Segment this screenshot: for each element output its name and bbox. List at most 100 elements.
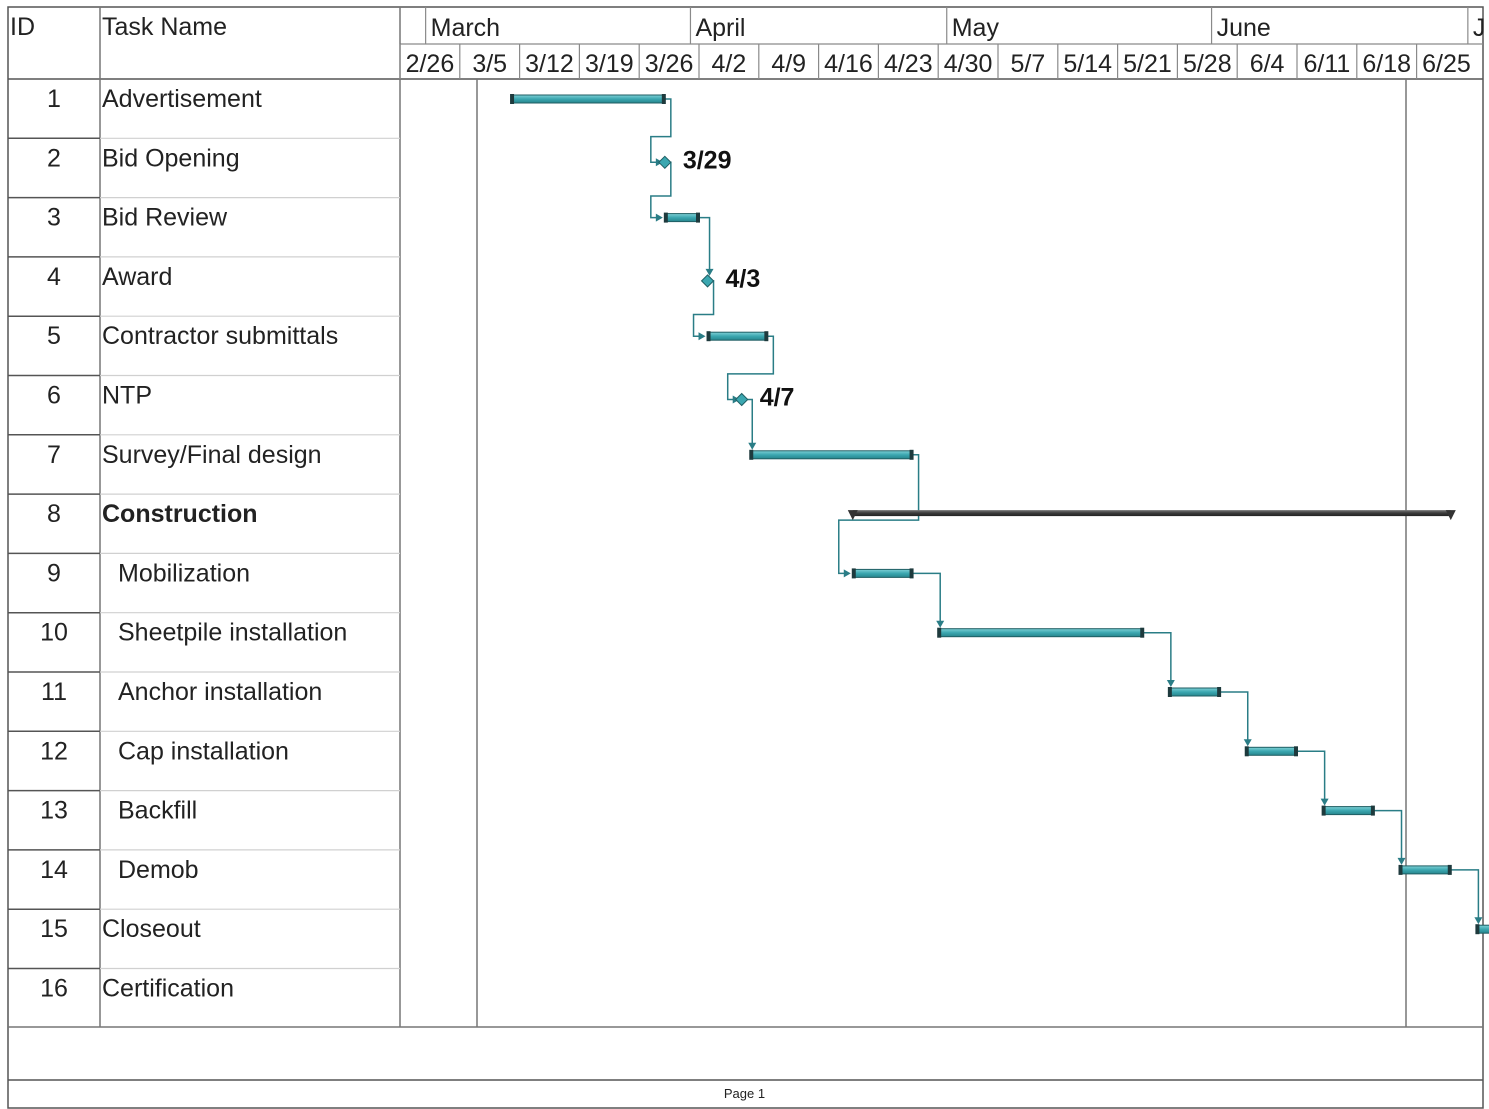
week-label: 6/25 <box>1422 50 1471 78</box>
task-name: Certification <box>102 975 234 1003</box>
link-arrowhead <box>698 332 706 341</box>
link-arrowhead <box>1474 917 1483 925</box>
week-label: 2/26 <box>406 50 455 78</box>
task-table: 1 Advertisement 2 Bid Opening 3 Bid Review 4 Aw… <box>8 85 400 1003</box>
week-label: 3/5 <box>472 50 507 78</box>
summary-start-marker <box>847 510 858 521</box>
task-name: NTP <box>102 382 152 410</box>
week-label: 3/19 <box>585 50 634 78</box>
dependency-link <box>692 280 715 337</box>
bar-start-cap <box>1475 924 1480 935</box>
page-footer: Page 1 <box>723 1086 766 1101</box>
task-bar <box>749 450 914 460</box>
task-id: 3 <box>47 204 61 232</box>
task-id: 4 <box>47 263 61 291</box>
task-name: Closeout <box>102 915 201 943</box>
task-bar <box>707 331 768 341</box>
milestone-label: 4/3 <box>726 265 761 293</box>
task-name-column-header: Task Name <box>102 13 227 41</box>
week-label: 6/18 <box>1362 50 1411 78</box>
dependency-link <box>650 98 672 164</box>
bar-start-cap <box>1321 805 1326 816</box>
task-bar <box>510 94 666 104</box>
month-label: April <box>695 14 745 42</box>
dependency-link <box>838 454 920 575</box>
page-border <box>7 6 1484 1109</box>
dependency-link <box>741 398 754 448</box>
link-arrowhead <box>843 569 851 578</box>
milestone-diamond <box>700 274 715 288</box>
task-id: 15 <box>40 915 68 943</box>
month-label: June <box>1217 14 1271 42</box>
week-label: 4/16 <box>824 50 873 78</box>
task-bar <box>1399 865 1452 875</box>
week-label: 4/23 <box>884 50 933 78</box>
task-bar <box>937 628 1144 638</box>
bar-end-cap <box>661 94 666 104</box>
task-name: Backfill <box>118 797 197 825</box>
task-name: Survey/Final design <box>102 441 322 469</box>
bar-end-cap <box>909 568 914 579</box>
bar-start-cap <box>663 212 668 223</box>
task-bar <box>852 568 914 578</box>
bar-end-cap <box>696 212 700 223</box>
bar-end-cap <box>1217 687 1222 697</box>
dependency-link <box>1373 809 1403 863</box>
bar-start-cap <box>1167 687 1172 697</box>
task-bar <box>1322 806 1375 816</box>
dependency-link <box>699 216 711 274</box>
task-name: Construction <box>102 500 258 528</box>
bar-end-cap <box>909 449 914 460</box>
task-id: 2 <box>47 144 61 172</box>
task-bar <box>1168 687 1221 697</box>
task-name: Sheetpile installation <box>118 619 347 647</box>
week-label: 5/14 <box>1063 50 1112 78</box>
bar-start-cap <box>510 94 515 104</box>
milestone-label: 4/7 <box>760 384 795 412</box>
link-arrowhead <box>705 268 714 276</box>
bar-start-cap <box>937 627 942 638</box>
link-arrowhead <box>655 213 663 222</box>
task-id: 6 <box>47 382 61 410</box>
link-arrowhead <box>1243 739 1252 747</box>
task-id: 11 <box>41 678 67 706</box>
bar-end-cap <box>764 331 769 342</box>
link-arrowhead <box>936 620 945 628</box>
task-id: 5 <box>47 322 61 350</box>
task-id: 8 <box>47 500 61 528</box>
link-arrowhead <box>1320 798 1329 806</box>
gantt-bars: 3/29 4/3 4/7 <box>510 94 1489 935</box>
dependency-link <box>1297 750 1326 804</box>
task-name: Bid Review <box>102 204 228 232</box>
link-arrowhead <box>1397 857 1406 865</box>
task-id: 12 <box>40 737 68 765</box>
id-column-header: ID <box>10 13 35 41</box>
task-bar <box>1245 746 1298 756</box>
bar-start-cap <box>1398 864 1403 875</box>
dependency-links <box>650 98 1483 925</box>
week-label: 5/28 <box>1183 50 1232 78</box>
task-name: Award <box>102 263 172 291</box>
task-id: 1 <box>47 85 61 113</box>
bar-end-cap <box>1140 627 1145 638</box>
bar-end-cap <box>1370 805 1375 816</box>
task-id: 13 <box>40 797 68 825</box>
bar-start-cap <box>749 449 754 460</box>
week-label: 5/7 <box>1011 50 1046 78</box>
bar-end-cap <box>1447 864 1452 875</box>
week-label: 6/4 <box>1250 50 1285 78</box>
task-id: 16 <box>40 975 68 1003</box>
summary-bar <box>852 510 1451 517</box>
task-name: Mobilization <box>118 559 250 587</box>
month-label: J <box>1473 14 1486 42</box>
link-arrowhead <box>748 442 757 450</box>
task-id: 7 <box>47 441 61 469</box>
dependency-link <box>650 161 672 219</box>
bar-start-cap <box>851 568 856 579</box>
week-label: 3/26 <box>645 50 694 78</box>
task-id: 10 <box>40 619 68 647</box>
summary-end-marker <box>1445 510 1456 521</box>
task-name: Cap installation <box>118 737 289 765</box>
week-label: 4/2 <box>712 50 747 78</box>
